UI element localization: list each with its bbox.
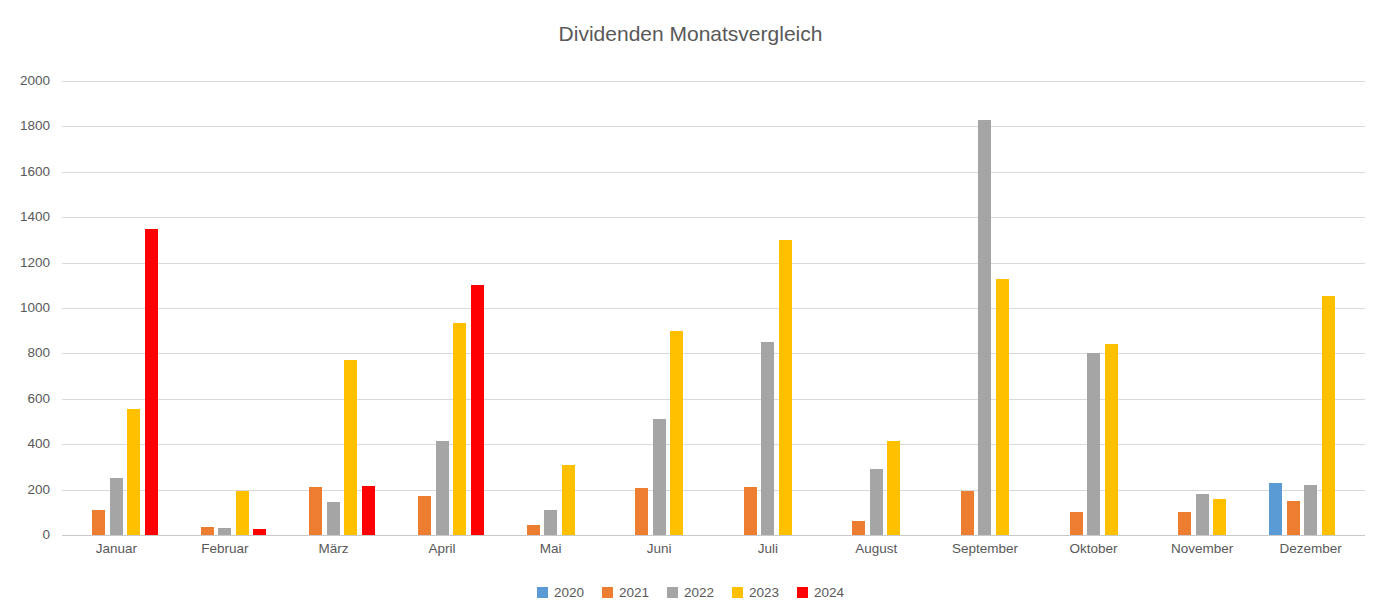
bar-group-september xyxy=(931,81,1040,535)
y-axis-label-1600: 1600 xyxy=(0,163,50,181)
bar-2022-januar xyxy=(110,478,123,535)
bar-2021-juli xyxy=(744,487,757,535)
y-axis-label-0: 0 xyxy=(0,526,50,544)
legend-swatch-2021 xyxy=(602,587,613,598)
legend-label-2022: 2022 xyxy=(684,585,714,600)
bar-2022-august xyxy=(870,469,883,535)
legend-label-2021: 2021 xyxy=(619,585,649,600)
bar-2021-februar xyxy=(201,527,214,535)
x-axis-label-august: August xyxy=(822,541,931,556)
bar-2022-november xyxy=(1196,494,1209,535)
legend-label-2020: 2020 xyxy=(554,585,584,600)
bar-2021-september xyxy=(961,491,974,535)
bar-2021-juni xyxy=(635,488,648,535)
bar-2022-september xyxy=(978,120,991,535)
y-axis-label-200: 200 xyxy=(0,481,50,499)
bar-group-mai xyxy=(496,81,605,535)
legend-item-2021: 2021 xyxy=(602,585,649,600)
x-axis-label-april: April xyxy=(388,541,497,556)
bar-2023-juli xyxy=(779,240,792,535)
bar-group-november xyxy=(1148,81,1257,535)
bar-2023-august xyxy=(887,441,900,535)
bar-2024-februar xyxy=(253,529,266,535)
legend-label-2023: 2023 xyxy=(749,585,779,600)
bar-group-juni xyxy=(605,81,714,535)
bar-group-märz xyxy=(279,81,388,535)
bar-2023-märz xyxy=(344,360,357,535)
y-axis-label-1200: 1200 xyxy=(0,254,50,272)
bar-2023-februar xyxy=(236,491,249,535)
bar-2021-märz xyxy=(309,487,322,535)
bar-2023-september xyxy=(996,279,1009,536)
x-axis-label-november: November xyxy=(1148,541,1257,556)
y-axis-label-1800: 1800 xyxy=(0,117,50,135)
legend-swatch-2022 xyxy=(667,587,678,598)
x-axis-label-september: September xyxy=(931,541,1040,556)
gridline-0 xyxy=(62,535,1365,536)
legend-swatch-2023 xyxy=(732,587,743,598)
bar-2022-juli xyxy=(761,342,774,535)
y-axis-label-400: 400 xyxy=(0,435,50,453)
y-axis-label-600: 600 xyxy=(0,390,50,408)
bar-2023-april xyxy=(453,323,466,535)
bar-2022-april xyxy=(436,441,449,535)
legend-item-2023: 2023 xyxy=(732,585,779,600)
legend-item-2020: 2020 xyxy=(537,585,584,600)
x-axis-label-januar: Januar xyxy=(62,541,171,556)
y-axis-label-800: 800 xyxy=(0,344,50,362)
x-axis-label-juli: Juli xyxy=(714,541,823,556)
bar-2022-oktober xyxy=(1087,353,1100,535)
bar-group-dezember xyxy=(1256,81,1365,535)
bar-2022-dezember xyxy=(1304,485,1317,535)
dividends-bar-chart: Dividenden Monatsvergleich 0 200 400 600 800… xyxy=(0,0,1381,606)
legend-item-2022: 2022 xyxy=(667,585,714,600)
bar-2022-februar xyxy=(218,528,231,535)
chart-title: Dividenden Monatsvergleich xyxy=(0,22,1381,46)
bar-2023-januar xyxy=(127,409,140,535)
bar-2021-januar xyxy=(92,510,105,535)
x-axis-label-februar: Februar xyxy=(171,541,280,556)
bar-2021-mai xyxy=(527,525,540,535)
bar-2022-juni xyxy=(653,419,666,535)
bar-group-august xyxy=(822,81,931,535)
y-axis-label-1400: 1400 xyxy=(0,208,50,226)
bar-2022-märz xyxy=(327,502,340,535)
x-axis-label-juni: Juni xyxy=(605,541,714,556)
bar-2021-oktober xyxy=(1070,512,1083,535)
x-axis-label-dezember: Dezember xyxy=(1256,541,1365,556)
x-axis-label-mai: Mai xyxy=(496,541,605,556)
bar-2023-november xyxy=(1213,499,1226,535)
bar-2024-märz xyxy=(362,486,375,535)
bar-2021-august xyxy=(852,521,865,535)
bar-group-januar xyxy=(62,81,171,535)
bar-2023-juni xyxy=(670,331,683,535)
legend-item-2024: 2024 xyxy=(797,585,844,600)
bar-2023-dezember xyxy=(1322,296,1335,535)
bar-group-februar xyxy=(171,81,280,535)
bar-2023-mai xyxy=(562,465,575,535)
bar-2023-oktober xyxy=(1105,344,1118,535)
bar-2024-januar xyxy=(145,229,158,535)
plot-area xyxy=(62,81,1365,535)
bar-group-juli xyxy=(714,81,823,535)
bar-2021-november xyxy=(1178,512,1191,535)
bar-2021-april xyxy=(418,496,431,535)
bar-2022-mai xyxy=(544,510,557,535)
bar-2021-dezember xyxy=(1287,501,1300,535)
x-axis-label-märz: März xyxy=(279,541,388,556)
bar-2020-dezember xyxy=(1269,483,1282,535)
legend-swatch-2020 xyxy=(537,587,548,598)
bar-group-april xyxy=(388,81,497,535)
y-axis-label-1000: 1000 xyxy=(0,299,50,317)
bar-group-oktober xyxy=(1039,81,1148,535)
legend-label-2024: 2024 xyxy=(814,585,844,600)
legend: 2020 2021 2022 2023 2024 xyxy=(0,585,1381,600)
bar-2024-april xyxy=(471,285,484,535)
y-axis-label-2000: 2000 xyxy=(0,72,50,90)
legend-swatch-2024 xyxy=(797,587,808,598)
x-axis-label-oktober: Oktober xyxy=(1039,541,1148,556)
